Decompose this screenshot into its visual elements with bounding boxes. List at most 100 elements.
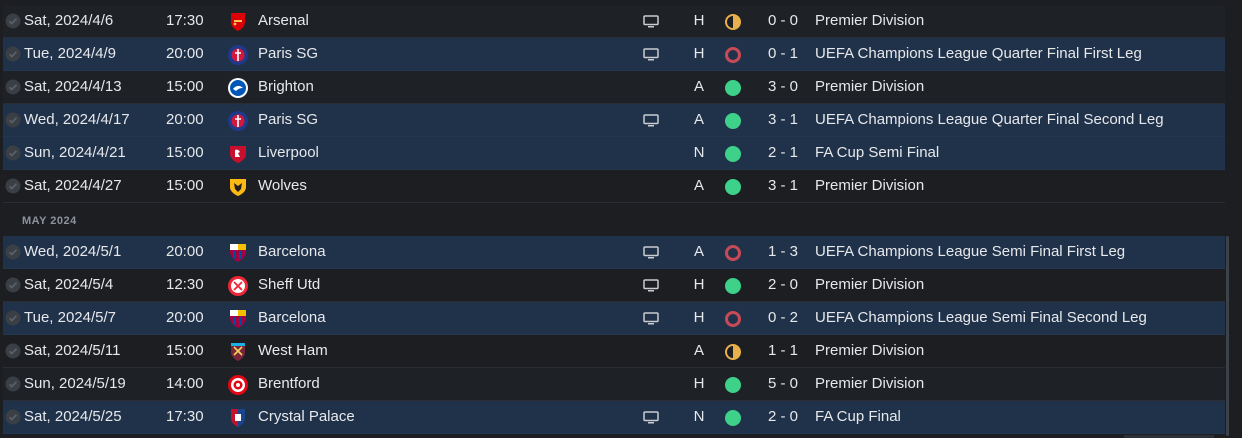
barcelona-crest-icon [227, 242, 249, 264]
competition[interactable]: Premier Division [815, 177, 925, 194]
score[interactable]: 1 - 1 [767, 342, 798, 359]
fixture-time: 15:00 [166, 144, 204, 161]
win-result-icon [724, 79, 742, 97]
liverpool-crest-icon [227, 143, 249, 165]
psg-crest-icon [227, 44, 249, 66]
win-result-icon [724, 112, 742, 130]
venue: A [693, 177, 704, 194]
venue: N [693, 408, 705, 425]
opponent-name[interactable]: Brighton [258, 78, 314, 95]
fixture-row[interactable]: Sat, 2024/4/6 17:30 Arsenal H 0 - 0 Premier D… [3, 5, 1225, 38]
fixture-row[interactable]: Sat, 2024/5/4 12:30 Sheff Utd H 2 - 0 Premier… [3, 269, 1225, 302]
score[interactable]: 0 - 2 [767, 309, 798, 326]
fixture-time: 20:00 [166, 243, 204, 260]
fixture-time: 14:00 [166, 375, 204, 392]
completed-check-icon [5, 178, 21, 194]
score[interactable]: 2 - 0 [767, 408, 798, 425]
fixture-row[interactable]: Tue, 2024/4/9 20:00 Paris SG H 0 - 1 UEFA Cha… [3, 38, 1225, 71]
venue: H [693, 276, 705, 293]
opponent-name[interactable]: Crystal Palace [258, 408, 355, 425]
loss-result-icon [724, 310, 742, 328]
completed-check-icon [5, 145, 21, 161]
venue: H [693, 309, 705, 326]
opponent-name[interactable]: Wolves [258, 177, 307, 194]
fixture-date: Sat, 2024/4/6 [24, 12, 114, 29]
fixture-date: Sat, 2024/5/4 [24, 276, 114, 293]
fixture-time: 12:30 [166, 276, 204, 293]
venue: A [693, 111, 704, 128]
opponent-name[interactable]: Liverpool [258, 144, 319, 161]
fixture-time: 20:00 [166, 45, 204, 62]
fixture-row[interactable]: Sat, 2024/4/27 15:00 Wolves A 3 - 1 Premier D… [3, 170, 1225, 203]
score[interactable]: 0 - 0 [767, 12, 798, 29]
competition[interactable]: UEFA Champions League Quarter Final Firs… [815, 45, 1142, 62]
fixture-row[interactable]: Tue, 2024/5/7 20:00 Barcelona H 0 - 2 UEFA Ch… [3, 302, 1225, 335]
fixture-row[interactable]: Wed, 2024/5/1 20:00 Barcelona A 1 - 3 UEFA Ch… [3, 236, 1225, 269]
fixture-time: 15:00 [166, 177, 204, 194]
completed-check-icon [5, 409, 21, 425]
competition[interactable]: Premier Division [815, 342, 925, 359]
fixture-row[interactable]: Sun, 2024/5/19 14:00 Brentford H 5 - 0 Premie… [3, 368, 1225, 401]
competition[interactable]: Premier Division [815, 78, 925, 95]
fixture-time: 20:00 [166, 111, 204, 128]
fixture-row[interactable]: Sat, 2024/5/25 17:30 Crystal Palace N 2 - 0 F… [3, 401, 1225, 434]
competition[interactable]: Premier Division [815, 12, 925, 29]
competition[interactable]: FA Cup Semi Final [815, 144, 940, 161]
fixture-row[interactable]: Sat, 2024/5/11 15:00 West Ham A 1 - 1 Premier… [3, 335, 1225, 368]
score[interactable]: 2 - 0 [767, 276, 798, 293]
opponent-name[interactable]: Paris SG [258, 45, 319, 62]
fixture-date: Sun, 2024/4/21 [24, 144, 126, 161]
fixture-date: Sat, 2024/4/13 [24, 78, 122, 95]
fixture-date: Tue, 2024/5/7 [24, 309, 117, 326]
opponent-name[interactable]: Barcelona [258, 309, 326, 326]
fixture-time: 17:30 [166, 408, 204, 425]
draw-result-icon [724, 343, 742, 361]
opponent-name[interactable]: Paris SG [258, 111, 319, 128]
competition[interactable]: UEFA Champions League Semi Final Second … [815, 309, 1147, 326]
fixture-row[interactable]: Sat, 2024/4/13 15:00 Brighton A 3 - 0 Premier… [3, 71, 1225, 104]
fixture-time: 15:00 [166, 78, 204, 95]
fixture-date: Wed, 2024/4/17 [24, 111, 130, 128]
fixture-date: Sat, 2024/4/27 [24, 177, 122, 194]
score[interactable]: 2 - 1 [767, 144, 798, 161]
tv-icon [643, 279, 659, 292]
tv-icon [643, 411, 659, 424]
tv-icon [643, 114, 659, 127]
loss-result-icon [724, 46, 742, 64]
opponent-name[interactable]: Arsenal [258, 12, 309, 29]
fixture-date: Wed, 2024/5/1 [24, 243, 122, 260]
brighton-crest-icon [227, 77, 249, 99]
competition[interactable]: UEFA Champions League Semi Final First L… [815, 243, 1126, 260]
score[interactable]: 3 - 1 [767, 111, 798, 128]
competition[interactable]: Premier Division [815, 276, 925, 293]
brentford-crest-icon [227, 374, 249, 396]
competition[interactable]: UEFA Champions League Quarter Final Seco… [815, 111, 1164, 128]
tv-icon [643, 246, 659, 259]
score[interactable]: 3 - 0 [767, 78, 798, 95]
opponent-name[interactable]: Sheff Utd [258, 276, 321, 293]
scrollbar[interactable] [1226, 236, 1229, 436]
fixture-time: 20:00 [166, 309, 204, 326]
competition[interactable]: FA Cup Final [815, 408, 901, 425]
fixture-row[interactable]: Sun, 2024/4/21 15:00 Liverpool N 2 - 1 FA Cup… [3, 137, 1225, 170]
venue: A [693, 78, 704, 95]
psg-crest-icon [227, 110, 249, 132]
fixture-date: Sat, 2024/5/25 [24, 408, 122, 425]
completed-check-icon [5, 310, 21, 326]
opponent-name[interactable]: Brentford [258, 375, 320, 392]
score[interactable]: 0 - 1 [767, 45, 798, 62]
fixture-row[interactable]: Wed, 2024/4/17 20:00 Paris SG A 3 - 1 UEFA Ch… [3, 104, 1225, 137]
venue: H [693, 45, 705, 62]
tv-icon [643, 48, 659, 61]
score[interactable]: 3 - 1 [767, 177, 798, 194]
score[interactable]: 1 - 3 [767, 243, 798, 260]
competition[interactable]: Premier Division [815, 375, 925, 392]
bottom-edge [1124, 435, 1214, 438]
opponent-name[interactable]: Barcelona [258, 243, 326, 260]
completed-check-icon [5, 13, 21, 29]
score[interactable]: 5 - 0 [767, 375, 798, 392]
tv-icon [643, 15, 659, 28]
venue: A [693, 342, 704, 359]
opponent-name[interactable]: West Ham [258, 342, 328, 359]
arsenal-crest-icon [227, 11, 249, 33]
